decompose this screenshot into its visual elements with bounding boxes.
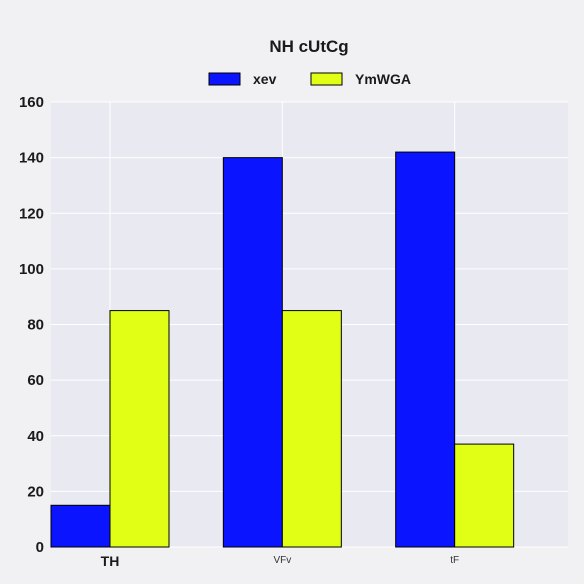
x-axis-ticks: TH VFv tF (101, 553, 459, 569)
bar-ymwga-tf (454, 443, 515, 548)
y-tick-label: 140 (19, 150, 44, 167)
legend-label-ymwga: YmWGA (355, 71, 411, 87)
bar-xev-tf (395, 151, 456, 548)
legend-swatch-ymwga (310, 72, 343, 86)
y-tick-label: 40 (27, 428, 44, 445)
bar-xev-th (50, 504, 111, 548)
y-tick-label: 100 (19, 261, 44, 278)
y-tick-label: 120 (19, 205, 44, 222)
bar-xev-vfv (222, 157, 283, 548)
y-tick-label: 80 (27, 317, 44, 334)
chart-title: NH cUtCg (269, 37, 348, 56)
x-tick-label: VFv (273, 555, 291, 566)
y-tick-label: 160 (19, 94, 44, 111)
x-tick-label: TH (101, 553, 120, 569)
y-tick-label: 60 (27, 372, 44, 389)
bar-ymwga-vfv (281, 310, 342, 548)
bars (50, 151, 515, 548)
y-axis-ticks: 0 20 40 60 80 100 120 140 160 (19, 94, 44, 556)
legend-label-xev: xev (253, 71, 277, 87)
y-tick-label: 0 (36, 539, 44, 556)
x-tick-label: tF (450, 555, 459, 566)
bar-ymwga-th (109, 310, 170, 548)
y-tick-label: 20 (27, 483, 44, 500)
legend-swatch-xev (208, 72, 241, 86)
legend: xev YmWGA (208, 71, 411, 87)
